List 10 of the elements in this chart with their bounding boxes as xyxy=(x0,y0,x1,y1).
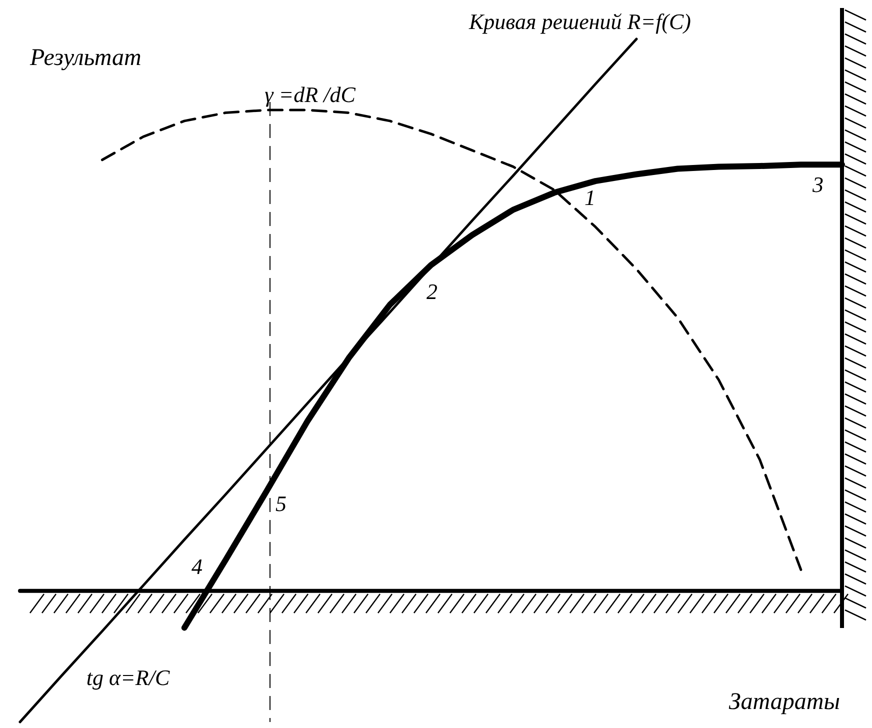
annotation: 1 xyxy=(584,185,596,210)
annotation: 2 xyxy=(426,279,438,304)
annotation: 5 xyxy=(276,491,286,516)
x-axis-title: Затараты xyxy=(728,689,840,715)
annotation: 4 xyxy=(192,554,202,579)
annotation: tg α=R/C xyxy=(86,665,170,690)
y-axis-title: Результат xyxy=(29,45,142,71)
annotation: γ =dR /dC xyxy=(264,82,356,107)
text: Кривая решений R=f(C) xyxy=(468,9,692,34)
annotation: 3 xyxy=(812,172,824,197)
